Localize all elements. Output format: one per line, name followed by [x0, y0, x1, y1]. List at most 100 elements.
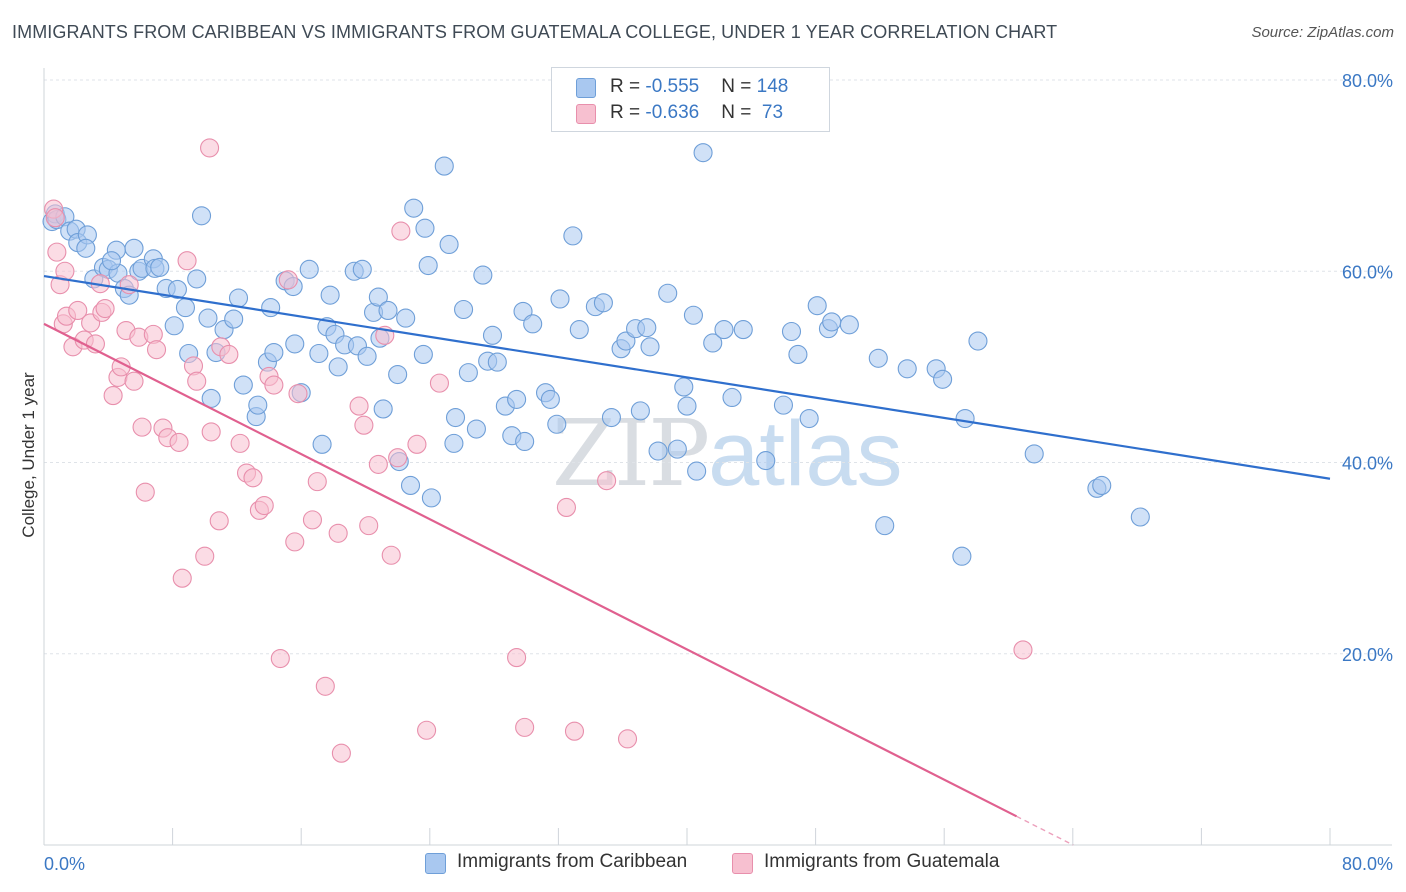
- data-point-caribbean: [357, 346, 377, 366]
- legend-stats-guatemala: R = -0.636 N = 73: [610, 102, 783, 124]
- legend-n-label: N =: [721, 76, 757, 97]
- data-point-guatemala: [515, 717, 535, 737]
- legend-label-caribbean: Immigrants from Caribbean: [457, 851, 688, 872]
- data-point-caribbean: [523, 314, 543, 334]
- data-point-caribbean: [368, 287, 388, 307]
- data-point-guatemala: [135, 482, 155, 502]
- data-point-caribbean: [228, 288, 249, 308]
- data-point-caribbean: [952, 546, 972, 566]
- legend-label-guatemala: Immigrants from Guatemala: [764, 851, 1000, 872]
- legend-swatch-caribbean: [576, 78, 596, 98]
- data-point-caribbean: [714, 320, 734, 340]
- legend-r-label: R =: [610, 76, 646, 97]
- data-point-caribbean: [261, 298, 281, 318]
- data-point-guatemala: [243, 468, 263, 488]
- source-label: Source: ZipAtlas.com: [1251, 24, 1394, 41]
- data-point-caribbean: [352, 259, 372, 279]
- data-point-caribbean: [434, 156, 454, 176]
- data-point-caribbean: [677, 396, 697, 416]
- data-point-guatemala: [388, 448, 408, 468]
- y-tick-label: 80.0%: [1342, 71, 1393, 91]
- data-point-caribbean: [593, 293, 613, 313]
- data-point-guatemala: [302, 510, 323, 530]
- data-point-caribbean: [421, 488, 441, 508]
- data-point-caribbean: [839, 315, 859, 335]
- data-point-caribbean: [569, 320, 589, 340]
- data-point-caribbean: [868, 348, 888, 368]
- data-point-caribbean: [198, 308, 218, 328]
- y-axis-title: College, Under 1 year: [19, 372, 38, 538]
- data-point-guatemala: [201, 422, 221, 442]
- data-point-caribbean: [76, 238, 96, 258]
- data-point-caribbean: [637, 318, 657, 338]
- data-point-guatemala: [45, 208, 65, 228]
- data-point-caribbean: [454, 299, 474, 320]
- data-point-guatemala: [417, 720, 437, 740]
- data-point-guatemala: [169, 432, 189, 452]
- data-point-caribbean: [968, 331, 988, 351]
- tick-labels: 20.0% 40.0% 60.0% 80.0% 0.0% 80.0%: [44, 71, 1393, 874]
- data-point-caribbean: [703, 333, 723, 353]
- data-point-guatemala: [195, 546, 215, 566]
- data-point-caribbean: [388, 364, 408, 385]
- data-point-guatemala: [95, 298, 115, 319]
- data-point-caribbean: [404, 198, 424, 218]
- data-point-guatemala: [359, 516, 379, 536]
- data-point-guatemala: [381, 545, 401, 565]
- data-point-caribbean: [788, 344, 808, 364]
- data-point-caribbean: [540, 389, 560, 409]
- data-point-caribbean: [396, 308, 416, 328]
- data-point-caribbean: [187, 269, 207, 289]
- data-point-guatemala: [264, 375, 284, 395]
- data-point-guatemala: [103, 386, 123, 406]
- data-point-caribbean: [309, 343, 329, 364]
- data-point-caribbean: [1092, 475, 1112, 496]
- data-point-caribbean: [1130, 507, 1150, 527]
- trend-lines: [43, 274, 1331, 846]
- data-point-caribbean: [248, 395, 268, 415]
- data-points: [42, 138, 1150, 763]
- data-point-caribbean: [439, 234, 459, 255]
- data-point-caribbean: [320, 285, 340, 305]
- data-point-caribbean: [687, 461, 707, 481]
- data-point-guatemala: [429, 373, 449, 393]
- data-point-caribbean: [601, 408, 621, 428]
- data-point-caribbean: [444, 433, 464, 453]
- data-point-caribbean: [124, 238, 144, 258]
- data-point-caribbean: [378, 300, 398, 321]
- data-point-caribbean: [466, 419, 486, 439]
- data-point-caribbean: [264, 342, 284, 363]
- data-point-guatemala: [617, 729, 638, 749]
- data-point-guatemala: [254, 495, 274, 516]
- data-point-caribbean: [875, 516, 895, 536]
- data-point-guatemala: [230, 433, 250, 453]
- data-point-guatemala: [315, 676, 335, 696]
- data-point-caribbean: [507, 389, 527, 409]
- trend-line-guatemala: [43, 322, 1018, 818]
- data-point-caribbean: [722, 387, 742, 408]
- data-point-guatemala: [132, 417, 152, 437]
- data-point-caribbean: [175, 298, 196, 318]
- x-tick-label: 80.0%: [1342, 854, 1393, 874]
- data-point-guatemala: [200, 138, 220, 158]
- legend-swatch-guatemala: [576, 104, 596, 124]
- data-point-guatemala: [331, 743, 351, 763]
- data-point-caribbean: [101, 251, 122, 271]
- data-point-caribbean: [799, 408, 819, 429]
- x-tick-label: 0.0%: [44, 854, 85, 874]
- data-point-caribbean: [550, 289, 570, 309]
- data-point-caribbean: [667, 439, 687, 459]
- axes: [43, 68, 1392, 846]
- data-point-caribbean: [807, 296, 827, 316]
- data-point-caribbean: [563, 226, 583, 246]
- data-point-caribbean: [299, 259, 319, 279]
- data-point-caribbean: [773, 395, 794, 415]
- data-point-guatemala: [288, 384, 308, 404]
- data-point-caribbean: [822, 312, 842, 332]
- data-point-guatemala: [278, 270, 298, 290]
- data-point-caribbean: [191, 206, 212, 226]
- data-point-caribbean: [733, 320, 753, 340]
- data-point-caribbean: [415, 218, 435, 238]
- data-point-guatemala: [285, 532, 305, 552]
